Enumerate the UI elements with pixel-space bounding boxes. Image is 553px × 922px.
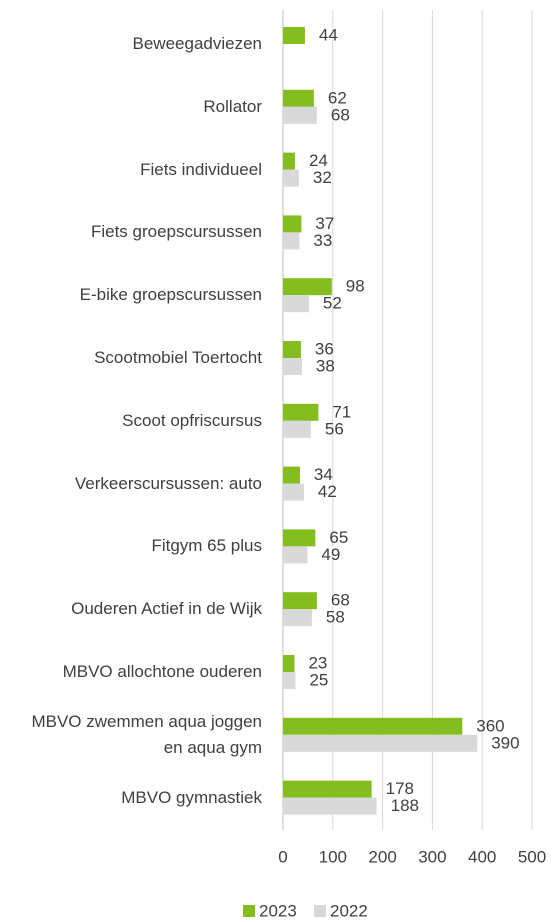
bar <box>283 232 300 250</box>
value-label: 33 <box>313 231 332 250</box>
y-tick-label: Fiets groepscursussen <box>90 222 262 242</box>
bar <box>283 483 304 501</box>
value-label: 23 <box>308 653 327 672</box>
x-tick-label: 100 <box>319 847 347 866</box>
legend-swatch <box>314 905 326 917</box>
bar <box>283 403 319 421</box>
bar <box>283 466 300 484</box>
value-label: 49 <box>321 545 340 564</box>
y-tick-label: Scootmobiel Toertocht <box>94 348 262 367</box>
value-label: 188 <box>391 796 419 815</box>
bar <box>283 797 377 815</box>
bar <box>283 215 302 233</box>
value-label: 98 <box>346 277 365 296</box>
bar <box>283 169 299 187</box>
value-label: 42 <box>318 482 337 501</box>
value-label: 56 <box>325 419 344 438</box>
bar <box>283 672 296 689</box>
bar <box>283 358 302 375</box>
legend-label: 2022 <box>330 901 368 920</box>
value-label: 32 <box>313 168 332 187</box>
bar <box>283 152 295 170</box>
legend-swatch <box>243 905 255 917</box>
value-label: 71 <box>332 402 351 421</box>
bar <box>283 592 317 610</box>
bar <box>283 655 295 672</box>
x-tick-label: 300 <box>418 847 446 866</box>
bar <box>283 295 309 313</box>
x-tick-label: 200 <box>368 847 396 866</box>
x-tick-label: 0 <box>278 847 287 866</box>
y-tick-label: MBVO zwemmen aqua joggen en aqua gym <box>31 711 262 757</box>
bar <box>283 734 478 752</box>
value-label: 38 <box>316 356 335 375</box>
bar <box>283 420 311 438</box>
value-label: 360 <box>476 716 504 735</box>
value-label: 178 <box>386 779 414 798</box>
y-tick-label: Rollator <box>203 96 262 116</box>
y-tick-label: MBVO gymnastiek <box>121 787 262 807</box>
y-tick-label: Verkeerscursussen: auto <box>74 473 262 493</box>
legend-label: 2023 <box>259 901 297 920</box>
value-label: 36 <box>315 339 334 358</box>
value-label: 34 <box>314 465 333 484</box>
bar <box>283 609 312 627</box>
bar <box>283 546 308 564</box>
y-tick-label: Ouderen Actief in de Wijk <box>71 599 262 619</box>
bar <box>283 89 314 107</box>
value-label: 68 <box>331 591 350 610</box>
value-label: 65 <box>329 528 348 547</box>
bar <box>283 529 316 547</box>
y-tick-label: Fitgym 65 plus <box>151 536 262 556</box>
x-tick-label: 400 <box>468 847 496 866</box>
bar <box>283 106 317 124</box>
value-label: 25 <box>309 670 328 689</box>
y-tick-label: Beweegadviezen <box>132 34 262 53</box>
value-label: 44 <box>319 25 338 44</box>
value-label: 62 <box>328 88 347 107</box>
y-tick-label: Fiets individueel <box>140 159 262 179</box>
value-label: 58 <box>326 608 345 627</box>
bar <box>283 27 305 44</box>
bar <box>283 278 332 296</box>
value-label: 390 <box>491 733 519 752</box>
value-label: 37 <box>315 214 334 233</box>
bar <box>283 341 301 358</box>
y-tick-label: MBVO allochtone ouderen <box>62 662 262 681</box>
x-tick-label: 500 <box>518 847 546 866</box>
value-label: 68 <box>331 105 350 124</box>
y-tick-label: E-bike groepscursussen <box>79 285 262 305</box>
bar <box>283 780 372 798</box>
bar <box>283 717 463 735</box>
value-label: 24 <box>309 151 328 170</box>
value-label: 52 <box>323 294 342 313</box>
y-tick-label: Scoot opfriscursus <box>122 410 262 430</box>
